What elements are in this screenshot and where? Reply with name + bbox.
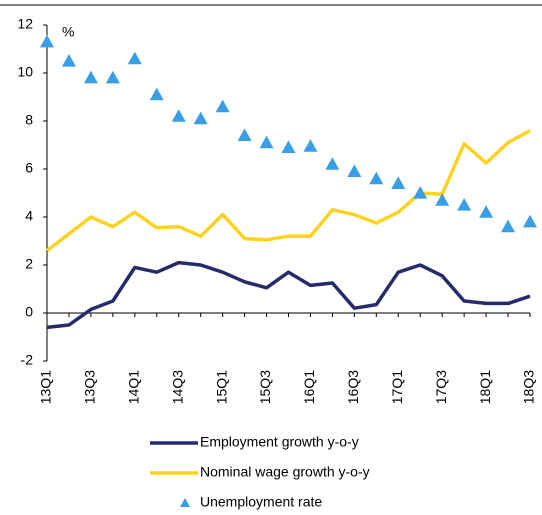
triangle-marker xyxy=(171,109,186,122)
y-tick-label: 2 xyxy=(25,256,33,272)
x-tick-label: 13Q3 xyxy=(82,370,98,404)
x-tick-label: 18Q3 xyxy=(521,370,537,404)
triangle-marker xyxy=(303,139,318,152)
x-tick-label: 14Q1 xyxy=(126,370,142,404)
y-tick-label: 4 xyxy=(25,208,33,224)
triangle-marker xyxy=(347,164,362,177)
triangle-marker xyxy=(215,99,230,113)
triangle-marker xyxy=(391,176,406,189)
triangle-marker xyxy=(40,34,54,48)
triangle-marker xyxy=(83,70,98,84)
triangle-marker xyxy=(413,186,428,199)
x-tick-label: 17Q3 xyxy=(433,370,449,404)
triangle-marker xyxy=(193,111,208,125)
y-tick-label: 12 xyxy=(17,16,33,32)
triangle-marker xyxy=(501,219,516,233)
triangle-marker xyxy=(435,193,450,206)
series-line xyxy=(46,260,531,330)
triangle-marker xyxy=(259,135,274,149)
triangle-marker xyxy=(61,54,76,67)
x-tick-label: 14Q3 xyxy=(169,370,185,404)
x-tick-label: 16Q1 xyxy=(301,370,317,404)
y-unit: % xyxy=(62,24,74,40)
triangle-marker xyxy=(457,198,472,211)
x-tick-label: 13Q1 xyxy=(38,370,54,404)
y-tick-label: 10 xyxy=(17,64,33,80)
x-tick-label: 15Q3 xyxy=(257,370,273,404)
legend-marker xyxy=(180,498,190,507)
triangle-marker xyxy=(127,51,142,65)
triangle-marker xyxy=(149,87,164,101)
x-tick-label: 18Q1 xyxy=(477,370,493,404)
x-tick-label: 17Q1 xyxy=(389,370,405,404)
triangle-marker xyxy=(369,171,384,185)
triangle-marker xyxy=(523,214,537,228)
y-tick-label: 6 xyxy=(25,160,33,176)
y-tick-label: 8 xyxy=(25,112,33,128)
legend-label: Unemployment rate xyxy=(200,494,322,510)
triangle-marker xyxy=(105,70,120,84)
legend-label: Employment growth y-o-y xyxy=(200,434,359,450)
y-tick-label: 0 xyxy=(25,304,33,320)
triangle-marker xyxy=(281,140,296,153)
series-line xyxy=(45,129,531,252)
x-tick-label: 16Q3 xyxy=(345,370,361,404)
triangle-marker xyxy=(237,128,252,141)
x-tick-label: 15Q1 xyxy=(213,370,229,404)
legend-label: Nominal wage growth y-o-y xyxy=(200,464,370,480)
y-tick-label: -2 xyxy=(21,352,34,368)
triangle-marker xyxy=(479,205,494,218)
triangle-marker xyxy=(325,157,340,170)
